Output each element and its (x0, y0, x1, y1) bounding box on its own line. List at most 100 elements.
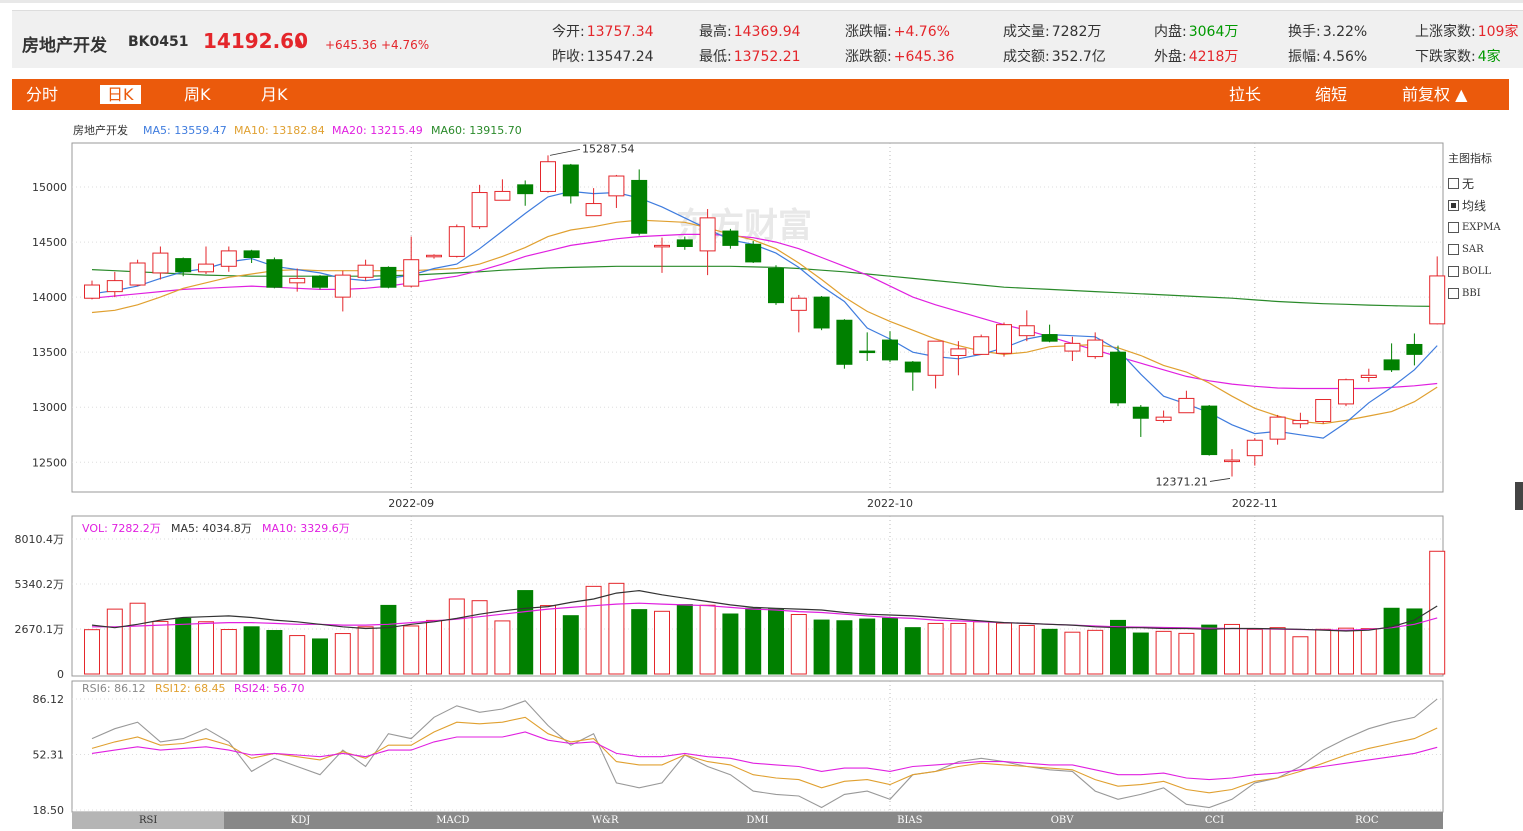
candle-body (357, 264, 374, 278)
candle-body (129, 262, 146, 286)
tab-monthly-k[interactable]: 月K (261, 85, 288, 104)
stat-label: 涨跌幅: (845, 24, 892, 40)
price-tick-label: 15000 (32, 181, 67, 194)
volume-bar (357, 626, 374, 675)
candle-body (722, 230, 739, 246)
volume-tick-label: 0 (57, 668, 64, 681)
stat-item: 最低: 13752.21 (699, 46, 801, 66)
volume-bar (1338, 627, 1354, 675)
stat-item: 最高: 14369.94 (699, 21, 801, 41)
checkbox-icon[interactable] (1448, 265, 1459, 277)
checkbox-icon[interactable] (1448, 243, 1459, 255)
candle-body (380, 266, 397, 288)
candle (1315, 399, 1332, 424)
tech-tab[interactable]: RSI (72, 812, 225, 829)
volume-bar (220, 629, 237, 675)
tech-tab[interactable]: DMI (746, 815, 769, 826)
tab-daily-k[interactable]: 日K (100, 85, 141, 104)
tech-tab[interactable]: BIAS (897, 815, 923, 826)
volume-bar (243, 626, 260, 675)
stat-value: 13757.34 (586, 24, 654, 40)
candle-body (676, 239, 693, 247)
candle (836, 319, 853, 369)
volume-bar (494, 620, 511, 675)
candle-body (84, 284, 100, 299)
candle-body (1201, 405, 1218, 456)
legend-vol-ma5: MA5: 4034.8万 (171, 522, 252, 535)
volume-bar (1018, 624, 1035, 675)
volume-bar (1429, 550, 1446, 675)
stat-label: 内盘: (1154, 24, 1187, 40)
candle-body (836, 319, 853, 365)
stat-item: 今开: 13757.34 (552, 21, 654, 41)
candle (289, 268, 306, 292)
volume-bar (1201, 624, 1218, 675)
candle (859, 332, 876, 361)
rsi6-line (91, 698, 1438, 809)
candle (722, 228, 739, 249)
tech-tab[interactable]: KDJ (290, 815, 311, 826)
main-legend: 房地产开发 MA5: 13559.47 MA10: 13182.84 MA20:… (73, 123, 522, 137)
candle-body (266, 259, 283, 288)
stat-value: 14369.94 (733, 24, 801, 40)
legend-name: 房地产开发 (73, 123, 128, 137)
low-annotation: 12371.21 (1156, 475, 1231, 488)
tab-intraday[interactable]: 分时 (26, 85, 59, 104)
candle-body (699, 217, 716, 252)
candle (1018, 310, 1035, 342)
annotation-label: 15287.54 (582, 142, 635, 155)
candle (1087, 332, 1104, 359)
stat-label: 上涨家数: (1415, 24, 1476, 40)
volume-bar (1224, 623, 1240, 675)
candle-body (1132, 406, 1149, 419)
checkbox-icon[interactable] (1448, 221, 1459, 233)
candle (1292, 412, 1309, 429)
tab-weekly-k[interactable]: 周K (184, 85, 211, 104)
indicator-option[interactable]: 均线 (1448, 194, 1518, 216)
volume-bar (1178, 632, 1195, 675)
candle-body (1292, 419, 1309, 425)
checkbox-icon[interactable] (1448, 199, 1459, 211)
indicator-option[interactable]: BOLL (1448, 260, 1518, 282)
stat-label: 成交额: (1003, 49, 1050, 65)
indicator-option[interactable]: EXPMA (1448, 216, 1518, 238)
volume-bar (859, 618, 876, 675)
checkbox-icon[interactable] (1448, 287, 1459, 299)
stat-label: 振幅: (1288, 49, 1321, 65)
candle (1178, 390, 1195, 414)
candle (357, 259, 374, 281)
stat-item: 外盘: 4218万 (1154, 46, 1238, 66)
indicator-option[interactable]: 无 (1448, 172, 1518, 194)
tech-tab[interactable]: ROC (1355, 815, 1379, 826)
tech-tab[interactable]: OBV (1050, 815, 1074, 826)
checkbox-icon[interactable] (1448, 177, 1459, 189)
volume-bar (562, 615, 579, 675)
candle-body (517, 184, 534, 195)
candle (152, 246, 169, 280)
candle-body (1087, 339, 1104, 358)
candles: 15287.54 12371.21 (84, 142, 1446, 488)
stat-item: 成交量: 7282万 (1003, 21, 1101, 41)
candle (813, 296, 830, 331)
candle-body (768, 268, 784, 304)
stat-label: 最高: (699, 24, 732, 40)
volume-bar (84, 629, 100, 675)
volume-bar (289, 635, 306, 675)
side-scroll-handle[interactable] (1515, 482, 1523, 510)
candle (220, 246, 237, 272)
shrink-button[interactable]: 缩短 (1315, 85, 1348, 104)
tech-tab[interactable]: MACD (436, 815, 470, 826)
candle (882, 331, 898, 363)
indicator-option[interactable]: BBI (1448, 282, 1518, 304)
candle (654, 237, 670, 273)
rsi-panel-frame (71, 680, 1444, 813)
tech-tab[interactable]: CCI (1204, 815, 1225, 826)
adjust-mode-dropdown[interactable]: 前复权 ▲ (1402, 85, 1468, 104)
indicator-option[interactable]: SAR (1448, 238, 1518, 260)
volume-tick-label: 8010.4万 (15, 533, 65, 546)
tech-tab[interactable]: W&R (591, 815, 619, 826)
candle (631, 169, 648, 236)
candle-body (904, 361, 921, 373)
stretch-button[interactable]: 拉长 (1229, 85, 1262, 104)
